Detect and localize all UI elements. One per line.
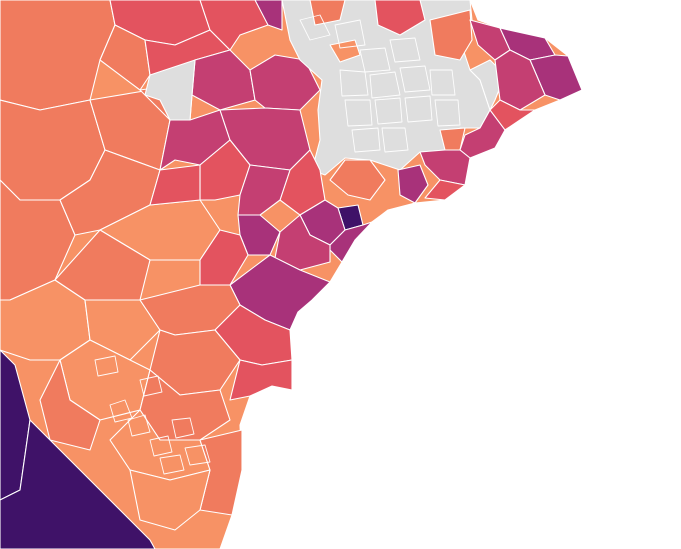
region-small-cell-4[interactable] (389, 37, 421, 63)
region-small-cell-7[interactable] (399, 65, 431, 93)
region-patch-2[interactable] (429, 9, 473, 61)
region-north-4[interactable] (199, 0, 269, 51)
region-small-cell-17[interactable] (149, 435, 173, 457)
region-small-cell-14[interactable] (381, 127, 409, 153)
region-west-9[interactable] (84, 299, 161, 361)
region-small-cell-8[interactable] (429, 69, 456, 96)
region-east-8[interactable] (397, 164, 429, 204)
region-patch-5[interactable] (374, 0, 426, 36)
region-small-cell-19[interactable] (159, 454, 185, 475)
region-south-10[interactable] (39, 359, 101, 451)
region-north-7[interactable] (249, 54, 321, 111)
region-north-2[interactable] (99, 24, 151, 91)
region-patch-3[interactable] (329, 39, 361, 63)
region-central-6[interactable] (149, 164, 201, 206)
region-small-cell-13[interactable] (351, 127, 381, 153)
region-north-5[interactable] (254, 0, 283, 31)
region-small-cell-22[interactable] (94, 355, 119, 377)
region-small-cell-21[interactable] (139, 375, 163, 397)
region-small-cell-20[interactable] (184, 444, 211, 466)
region-east-7[interactable] (419, 149, 471, 186)
region-west-8[interactable] (54, 229, 151, 301)
region-small-cell-12[interactable] (434, 99, 461, 127)
region-small-cell-9[interactable] (344, 99, 373, 127)
region-small-cell-6[interactable] (369, 71, 401, 99)
region-small-cell-11[interactable] (404, 95, 433, 123)
region-south-4[interactable] (229, 359, 293, 401)
region-east-9[interactable] (424, 179, 466, 201)
region-small-cell-5[interactable] (339, 69, 369, 97)
region-small-cell-15[interactable] (109, 399, 133, 423)
region-small-cell-3[interactable] (359, 47, 391, 73)
region-south-9[interactable] (129, 469, 211, 531)
region-small-cell-2[interactable] (334, 19, 366, 49)
region-purple-south[interactable] (0, 419, 156, 549)
region-small-cell-16[interactable] (127, 414, 151, 437)
region-patch-6[interactable] (329, 159, 386, 201)
region-small-cell-18[interactable] (171, 417, 195, 439)
region-small-cell-1[interactable] (299, 14, 331, 41)
region-small-cell-10[interactable] (374, 97, 403, 125)
